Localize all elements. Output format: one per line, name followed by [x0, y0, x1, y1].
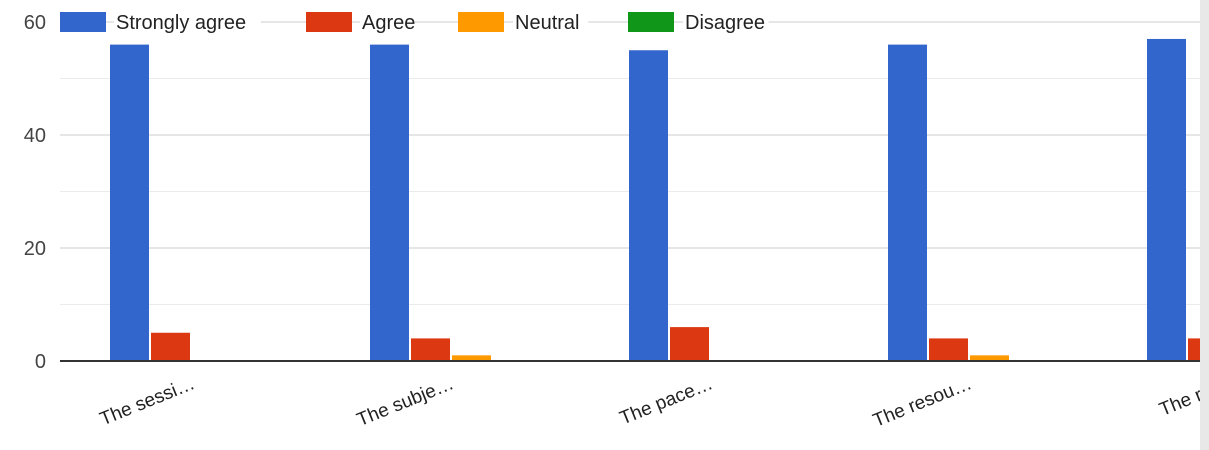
bar-strongly-agree[interactable]	[888, 44, 927, 361]
x-tick-label: The subje…	[354, 373, 457, 431]
bar-strongly-agree[interactable]	[370, 44, 409, 361]
legend-text-bg	[513, 11, 589, 33]
bar-agree[interactable]	[411, 338, 450, 361]
legend-swatch-strongly-agree[interactable]	[60, 12, 106, 32]
x-axis-labels: The sessi… The subje… The pace… The resou… T…	[97, 373, 1209, 432]
legend-label[interactable]: Strongly agree	[116, 12, 246, 34]
bar-neutral[interactable]	[452, 355, 491, 361]
x-tick-label: The pace…	[617, 373, 716, 429]
bar-agree[interactable]	[151, 332, 190, 361]
legend-text-bg	[360, 11, 415, 33]
bar-strongly-agree[interactable]	[629, 50, 668, 361]
bar-neutral[interactable]	[970, 355, 1009, 361]
bars	[110, 38, 1209, 361]
legend-swatch-neutral[interactable]	[458, 12, 504, 32]
y-tick-label: 20	[24, 238, 46, 260]
legend-label[interactable]: Neutral	[515, 12, 579, 34]
x-tick-label: The resou…	[870, 373, 975, 432]
legend-label[interactable]: Agree	[362, 12, 415, 34]
bar-strongly-agree[interactable]	[1147, 38, 1186, 361]
bar-agree[interactable]	[929, 338, 968, 361]
legend-swatch-agree[interactable]	[306, 12, 352, 32]
bar-agree[interactable]	[670, 327, 709, 361]
legend-label[interactable]: Disagree	[685, 12, 765, 34]
vertical-scrollbar[interactable]	[1200, 0, 1209, 450]
y-tick-label: 40	[24, 125, 46, 147]
y-tick-label: 0	[35, 351, 46, 373]
legend-swatch-disagree[interactable]	[628, 12, 674, 32]
y-tick-label: 60	[24, 12, 46, 34]
legend-text-bg	[683, 11, 769, 33]
legend-text-bg	[114, 11, 261, 33]
bar-strongly-agree[interactable]	[110, 44, 149, 361]
y-axis-ticks: 0 20 40 60	[24, 12, 46, 373]
legend[interactable]: Strongly agree Agree Neutral Disagree	[60, 11, 775, 34]
x-tick-label: The sessi…	[97, 373, 198, 430]
